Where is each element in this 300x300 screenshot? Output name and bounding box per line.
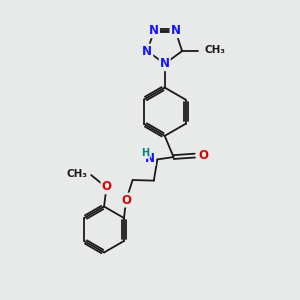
Text: N: N	[170, 24, 181, 37]
Text: CH₃: CH₃	[205, 45, 226, 55]
Text: N: N	[160, 57, 170, 70]
Text: N: N	[145, 152, 155, 165]
Text: N: N	[142, 45, 152, 58]
Text: CH₃: CH₃	[67, 169, 88, 178]
Text: O: O	[198, 149, 208, 162]
Text: H: H	[141, 148, 149, 158]
Text: O: O	[101, 180, 111, 193]
Text: N: N	[149, 24, 159, 37]
Text: O: O	[121, 194, 131, 207]
